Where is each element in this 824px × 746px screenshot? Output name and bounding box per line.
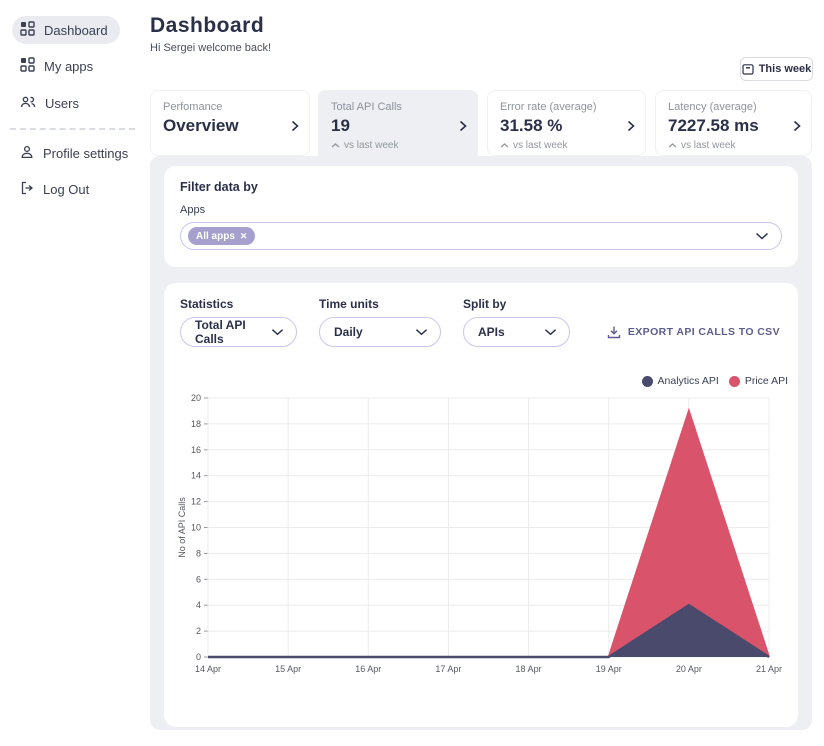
content-panel: Filter data by Apps All apps ✕ Statistic…	[150, 156, 812, 730]
caret-up-icon	[668, 143, 677, 148]
chevron-down-icon	[755, 232, 769, 240]
tab-performance-overview[interactable]: Perfomance Overview	[150, 90, 310, 156]
chevron-down-icon	[415, 328, 428, 336]
download-icon	[607, 325, 621, 339]
chip-close-icon[interactable]: ✕	[239, 230, 248, 241]
tab-label: Error rate (average)	[500, 101, 597, 113]
sidebar: Dashboard My apps Users Profile settings…	[0, 0, 150, 746]
svg-text:4: 4	[196, 600, 201, 610]
svg-text:6: 6	[196, 574, 201, 584]
sidebar-item-dashboard[interactable]: Dashboard	[12, 16, 120, 44]
svg-text:16: 16	[191, 445, 201, 455]
svg-text:18 Apr: 18 Apr	[516, 664, 542, 674]
sidebar-item-profile-settings[interactable]: Profile settings	[12, 139, 140, 167]
statistics-card: Statistics Total API Calls Time units Da…	[164, 283, 798, 727]
page-title: Dashboard	[150, 14, 265, 37]
chart-legend: Analytics API Price API	[641, 375, 788, 387]
tab-error-rate[interactable]: Error rate (average) 31.58 % vs last wee…	[487, 90, 646, 156]
sidebar-item-log-out[interactable]: Log Out	[12, 175, 101, 203]
filter-card: Filter data by Apps All apps ✕	[164, 166, 798, 267]
tab-value: 7227.58 ms	[668, 116, 759, 135]
period-label: This week	[758, 63, 812, 75]
split-by-dropdown[interactable]: APIs	[463, 317, 570, 347]
caret-up-icon	[500, 143, 509, 148]
apps-label: Apps	[180, 204, 206, 216]
sidebar-item-label: Users	[45, 95, 79, 111]
tab-label: Total API Calls	[331, 101, 402, 113]
caret-up-icon	[331, 143, 340, 148]
legend-item-price-api[interactable]: Price API	[728, 375, 788, 387]
svg-text:21 Apr: 21 Apr	[756, 664, 782, 674]
chevron-right-icon	[627, 119, 635, 137]
statistics-control: Statistics Total API Calls	[180, 297, 297, 347]
person-icon	[20, 145, 34, 162]
svg-text:14 Apr: 14 Apr	[195, 664, 221, 674]
users-icon	[20, 95, 36, 112]
sidebar-item-label: Log Out	[43, 181, 90, 197]
apps-multiselect[interactable]: All apps ✕	[180, 222, 782, 250]
legend-dot	[728, 375, 740, 387]
sidebar-item-label: Dashboard	[44, 22, 108, 38]
svg-text:No of API Calls: No of API Calls	[177, 497, 187, 558]
split-by-control: Split by APIs	[463, 297, 570, 347]
split-by-label: Split by	[463, 297, 507, 311]
api-calls-area-chart: 0 2 4 6 8 10 12 14 16 18 20 14 Apr 15 Apr 16 Apr 17 Ap…	[175, 391, 790, 692]
tab-value: Overview	[163, 116, 239, 135]
chevron-right-icon	[291, 119, 299, 137]
svg-text:20 Apr: 20 Apr	[676, 664, 702, 674]
tab-total-api-calls[interactable]: Total API Calls 19 vs last week	[318, 90, 478, 162]
greeting-text: Hi Sergei welcome back!	[150, 42, 272, 54]
svg-text:19 Apr: 19 Apr	[596, 664, 622, 674]
tab-compare: vs last week	[500, 140, 633, 151]
tab-value: 31.58 %	[500, 116, 563, 135]
logout-icon	[20, 181, 34, 198]
svg-text:12: 12	[191, 497, 201, 507]
chevron-down-icon	[544, 328, 557, 336]
sidebar-item-label: My apps	[44, 58, 94, 74]
sidebar-item-users[interactable]: Users	[12, 89, 91, 117]
sidebar-divider	[10, 128, 135, 130]
legend-item-analytics-api[interactable]: Analytics API	[641, 375, 719, 387]
svg-text:20: 20	[191, 393, 201, 403]
svg-text:15 Apr: 15 Apr	[275, 664, 301, 674]
svg-text:10: 10	[191, 523, 201, 533]
statistics-dropdown[interactable]: Total API Calls	[180, 317, 297, 347]
calendar-icon	[742, 63, 754, 75]
svg-text:0: 0	[196, 652, 201, 662]
grid-icon	[20, 21, 35, 39]
svg-text:17 Apr: 17 Apr	[435, 664, 461, 674]
sidebar-item-my-apps[interactable]: My apps	[12, 52, 105, 80]
svg-text:8: 8	[196, 548, 201, 558]
time-units-control: Time units Daily	[319, 297, 441, 347]
svg-text:14: 14	[191, 471, 201, 481]
filter-title: Filter data by	[180, 180, 258, 194]
selected-app-chip[interactable]: All apps ✕	[188, 227, 256, 245]
legend-dot	[641, 375, 653, 387]
period-selector-button[interactable]: This week	[740, 57, 813, 81]
tab-latency[interactable]: Latency (average) 7227.58 ms vs last wee…	[655, 90, 812, 156]
sidebar-item-label: Profile settings	[43, 145, 129, 161]
tab-label: Latency (average)	[668, 101, 757, 113]
time-units-dropdown[interactable]: Daily	[319, 317, 441, 347]
export-csv-button[interactable]: EXPORT API CALLS TO CSV	[607, 325, 780, 339]
statistics-label: Statistics	[180, 297, 234, 311]
time-units-label: Time units	[319, 297, 379, 311]
tab-compare: vs last week	[331, 140, 465, 151]
svg-text:2: 2	[196, 626, 201, 636]
grid-icon	[20, 57, 35, 75]
svg-text:18: 18	[191, 419, 201, 429]
chevron-down-icon	[271, 328, 284, 336]
tab-value: 19	[331, 116, 350, 135]
svg-text:16 Apr: 16 Apr	[355, 664, 381, 674]
chevron-right-icon	[459, 119, 467, 137]
chevron-right-icon	[793, 119, 801, 137]
tab-compare: vs last week	[668, 140, 799, 151]
tab-label: Perfomance	[163, 101, 223, 113]
